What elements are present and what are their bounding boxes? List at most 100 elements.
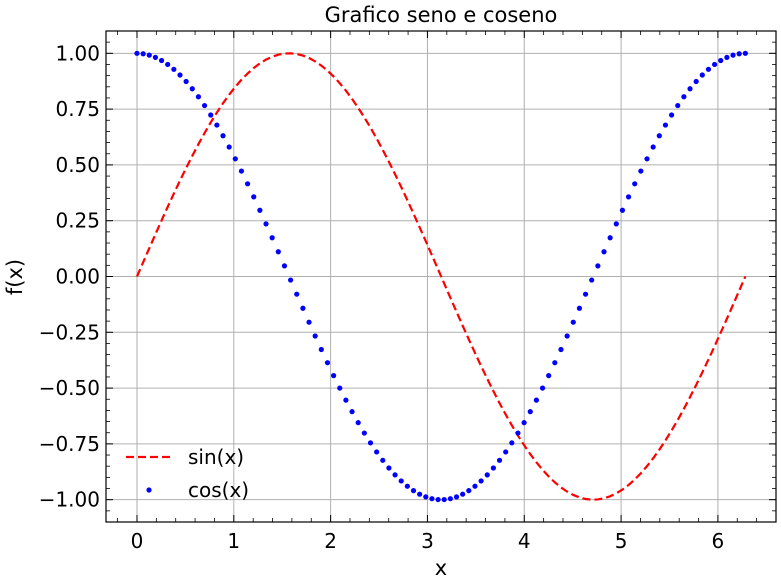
series-cos-point — [361, 430, 367, 436]
series-cos-point — [601, 249, 607, 255]
series-cos-point — [410, 488, 417, 494]
series-cos-point — [220, 133, 226, 139]
series-cos-point — [324, 360, 331, 366]
series-cos-point — [687, 86, 693, 92]
series-cos-point — [441, 496, 447, 503]
series-cos-point — [281, 263, 288, 269]
series-cos-point — [712, 61, 718, 68]
series-cos-point — [429, 496, 435, 502]
series-cos-point — [705, 66, 712, 72]
series-cos-point — [183, 78, 189, 85]
series-cos-point — [564, 333, 570, 339]
series-cos-point — [521, 420, 527, 426]
series-cos-point — [269, 235, 275, 241]
series-cos-point — [607, 235, 613, 241]
series-cos-point — [724, 54, 730, 60]
series-cos-point — [165, 61, 171, 68]
series-cos-point — [675, 102, 681, 109]
x-tick-label: 4 — [518, 529, 531, 553]
series-cos-point — [632, 181, 638, 187]
series-cos-point — [306, 319, 312, 325]
series-cos-point — [552, 360, 558, 366]
series-cos-point — [417, 491, 423, 497]
series-cos-point — [656, 133, 662, 139]
series-cos-point — [742, 50, 748, 56]
x-tick-label: 5 — [615, 529, 628, 553]
series-cos-point — [312, 333, 318, 339]
series-cos-point — [226, 144, 232, 150]
series-cos-point — [693, 78, 699, 85]
series-cos-point — [232, 156, 238, 162]
series-cos-point — [533, 397, 540, 403]
series-cos-point — [681, 94, 687, 100]
legend-cos-swatch — [146, 487, 152, 493]
series-cos-point — [140, 51, 146, 57]
series-cos-point — [238, 168, 245, 174]
series-cos-point — [509, 440, 515, 446]
series-cos-point — [619, 207, 626, 213]
series-cos-point — [435, 496, 441, 503]
series-cos-point — [736, 51, 742, 57]
series-cos-point — [318, 346, 324, 353]
series-cos-point — [496, 457, 503, 463]
series-cos-point — [404, 483, 410, 489]
y-tick-label: 0.75 — [55, 97, 100, 121]
x-tick-label: 6 — [712, 529, 725, 553]
series-cos-point — [171, 66, 177, 72]
series-cos-point — [288, 277, 294, 283]
series-cos-point — [300, 305, 306, 311]
series-cos-point — [392, 472, 398, 478]
series-cos-point — [263, 221, 269, 227]
series-cos-point — [650, 144, 656, 150]
series-cos-point — [668, 112, 675, 118]
series-cos-point — [589, 277, 595, 283]
series-cos-point — [558, 346, 564, 353]
series-cos-point — [189, 86, 195, 92]
series-cos-point — [515, 430, 521, 436]
series-cos-point — [374, 449, 380, 455]
y-tick-label: 0.00 — [55, 265, 100, 289]
series-cos-point — [380, 457, 386, 463]
series-cos-point — [201, 102, 208, 109]
series-cos-point — [343, 397, 349, 403]
x-tick-label: 0 — [131, 529, 144, 553]
series-cos-point — [576, 305, 583, 311]
series-cos-point — [367, 440, 374, 446]
series-cos-point — [423, 494, 429, 500]
series-cos-point — [472, 483, 478, 489]
grid — [106, 31, 776, 522]
series-cos-point — [398, 478, 404, 484]
series-cos-point — [331, 373, 337, 379]
series-cos-point — [158, 57, 165, 64]
series-cos-point — [177, 72, 183, 78]
series-cos-point — [595, 263, 601, 269]
series-cos-point — [490, 465, 496, 471]
series-cos-point — [244, 181, 251, 187]
series-cos-point — [625, 194, 632, 200]
series-cos-point — [644, 156, 650, 162]
series-cos-point — [478, 478, 484, 484]
y-tick-label: −0.75 — [39, 432, 100, 456]
series-cos-point — [718, 57, 724, 64]
series-cos-point — [466, 488, 472, 494]
y-tick-label: 0.50 — [55, 153, 100, 177]
plot-series — [134, 50, 748, 503]
series-cos-point — [460, 491, 466, 497]
y-tick-label: −1.00 — [39, 488, 100, 512]
series-cos-point — [355, 420, 361, 426]
series-cos-point — [539, 385, 546, 391]
legend-cos-label: cos(x) — [188, 478, 249, 502]
series-cos-point — [662, 122, 669, 128]
series-cos-point — [208, 112, 214, 118]
plot-frame — [105, 30, 777, 523]
y-tick-label: −0.50 — [39, 376, 100, 400]
series-sin-line — [135, 52, 747, 501]
series-cos-point — [699, 72, 705, 78]
y-axis-label: f(x) — [3, 259, 27, 295]
series-cos-point — [337, 385, 343, 391]
series-cos-point — [447, 496, 453, 502]
series-cos-point — [730, 52, 736, 58]
series-cos-point — [251, 194, 257, 200]
x-axis-label: x — [435, 556, 447, 580]
series-cos-point — [294, 291, 300, 297]
